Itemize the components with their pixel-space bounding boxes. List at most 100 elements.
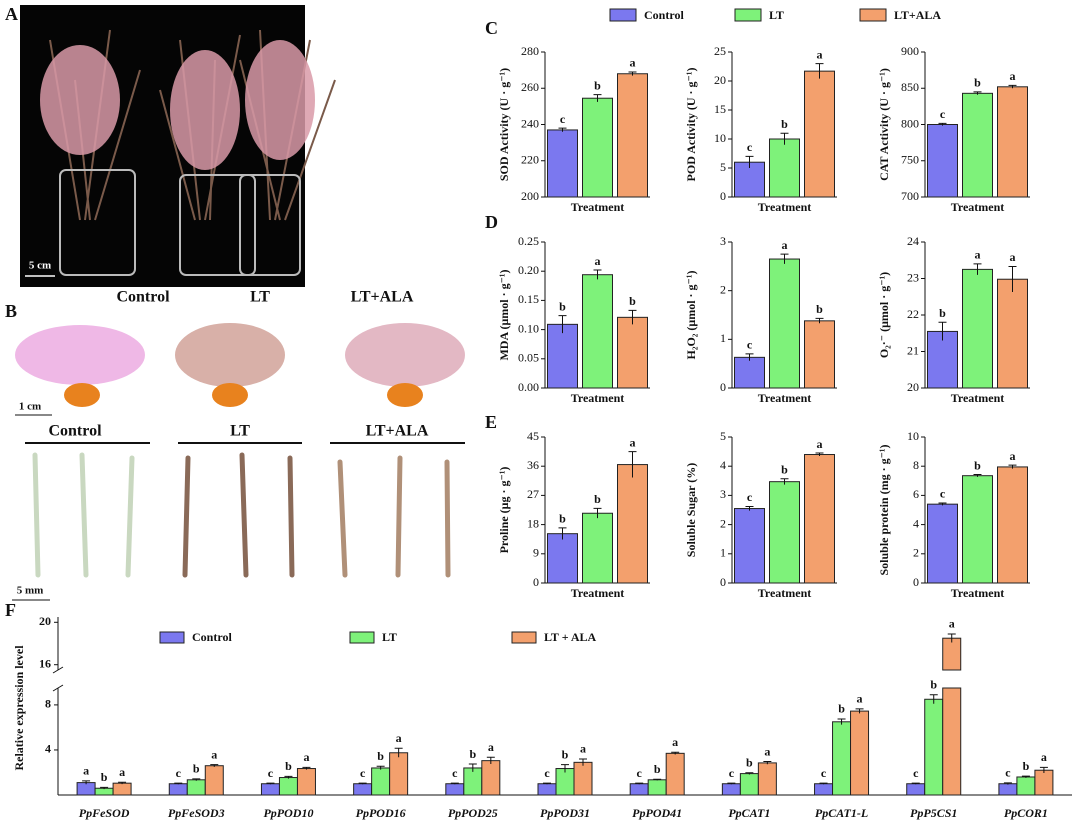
significance-letter: c (268, 766, 274, 780)
x-axis-label: Treatment (951, 200, 1005, 214)
error-bar (284, 775, 293, 779)
y-tick-label: 5 (720, 160, 726, 174)
beakers (59, 169, 301, 276)
bar (481, 760, 501, 796)
significance-letter: c (747, 338, 753, 352)
significance-letter: c (821, 766, 827, 780)
y-tick-label: 2 (913, 546, 919, 560)
error-bar (745, 353, 754, 361)
y-tick-label: 240 (521, 116, 539, 130)
significance-letter: a (949, 617, 955, 631)
y-tick-label: 4 (45, 742, 51, 756)
significance-letter: b (193, 762, 200, 776)
error-bar (486, 756, 495, 765)
y-tick-label: 0.05 (518, 351, 539, 365)
bar (769, 138, 800, 198)
significance-letter: a (1010, 69, 1016, 83)
bar (445, 783, 465, 796)
bar (962, 475, 993, 584)
error-bar (358, 782, 367, 785)
error-bar (745, 772, 754, 775)
error-bar (780, 132, 789, 145)
significance-letter: a (119, 765, 125, 779)
significance-letter: a (595, 254, 601, 268)
y-tick-label: 800 (901, 116, 919, 130)
y-tick-label: 750 (901, 153, 919, 167)
y-tick-label: 18 (527, 516, 539, 530)
error-bar (450, 782, 459, 785)
y-tick-label: 1 (720, 331, 726, 345)
x-axis-label: Treatment (951, 586, 1005, 600)
bar (769, 258, 800, 389)
y-tick-label: 850 (901, 80, 919, 94)
panel-letter: B (5, 301, 17, 321)
error-bar (938, 321, 947, 341)
y-tick-label: 700 (901, 189, 919, 203)
y-tick-label: 23 (907, 270, 919, 284)
x-axis-label: Treatment (758, 200, 812, 214)
significance-letter: b (629, 294, 636, 308)
significance-letter: b (930, 678, 937, 692)
significance-letter: a (1010, 449, 1016, 463)
bar (537, 783, 557, 796)
bar (582, 512, 613, 584)
significance-letter: b (559, 512, 566, 526)
x-axis-label: Treatment (571, 586, 625, 600)
y-tick-label: 8 (913, 458, 919, 472)
y-tick-label: 22 (907, 307, 919, 321)
y-tick-label: 6 (913, 487, 919, 501)
significance-letter: b (101, 770, 108, 784)
y-tick-label: 9 (533, 546, 539, 560)
error-bar (815, 452, 824, 456)
significance-letter: a (211, 747, 217, 761)
y-tick-label: 20 (907, 380, 919, 394)
bar (832, 721, 852, 796)
photo-label: LT (250, 289, 270, 306)
y-tick-label: 10 (907, 429, 919, 443)
y-tick-label: 27 (527, 487, 539, 501)
error-bar (671, 751, 680, 755)
error-bar (561, 764, 569, 773)
bar (617, 73, 648, 198)
scale-label: 5 mm (17, 585, 44, 597)
y-tick-label: 0 (720, 575, 726, 589)
bar (998, 783, 1018, 796)
photo-label: LT+ALA (366, 423, 429, 440)
bar (804, 454, 835, 584)
bar (204, 765, 224, 796)
axis-break (52, 666, 64, 692)
significance-letter: a (764, 744, 770, 758)
error-bar (973, 474, 982, 477)
y-axis-label: H₂O₂ (μmol · g⁻¹) (684, 271, 698, 360)
bar (850, 710, 870, 796)
error-bar (579, 758, 587, 766)
error-bar (727, 782, 736, 785)
y-axis-label: SOD Activity (U · g⁻¹) (497, 68, 511, 181)
significance-letter: a (1010, 250, 1016, 264)
y-tick-label: 220 (521, 153, 539, 167)
y-tick-label: 15 (714, 102, 726, 116)
significance-letter: a (1041, 750, 1047, 764)
bar (1034, 769, 1054, 796)
significance-letter: b (781, 117, 788, 131)
error-bar (911, 782, 920, 785)
error-bar (1003, 782, 1012, 785)
y-tick-label: 0 (720, 189, 726, 203)
x-tick-label: PpPOD10 (263, 806, 313, 820)
significance-letter: b (746, 755, 753, 769)
y-tick-label: 0.00 (518, 380, 539, 394)
legend-label: LT+ALA (894, 8, 941, 22)
significance-letter: b (1023, 759, 1030, 773)
bar (629, 783, 649, 796)
error-bar (266, 782, 275, 785)
y-tick-label: 5 (720, 429, 726, 443)
bar (389, 752, 409, 796)
bar (353, 783, 373, 796)
bar (94, 787, 114, 796)
error-bar (815, 317, 824, 324)
y-tick-label: 20 (714, 73, 726, 87)
y-tick-label: 0.15 (518, 292, 539, 306)
bar (555, 768, 575, 796)
error-bar (745, 155, 754, 168)
significance-letter: a (630, 56, 636, 70)
